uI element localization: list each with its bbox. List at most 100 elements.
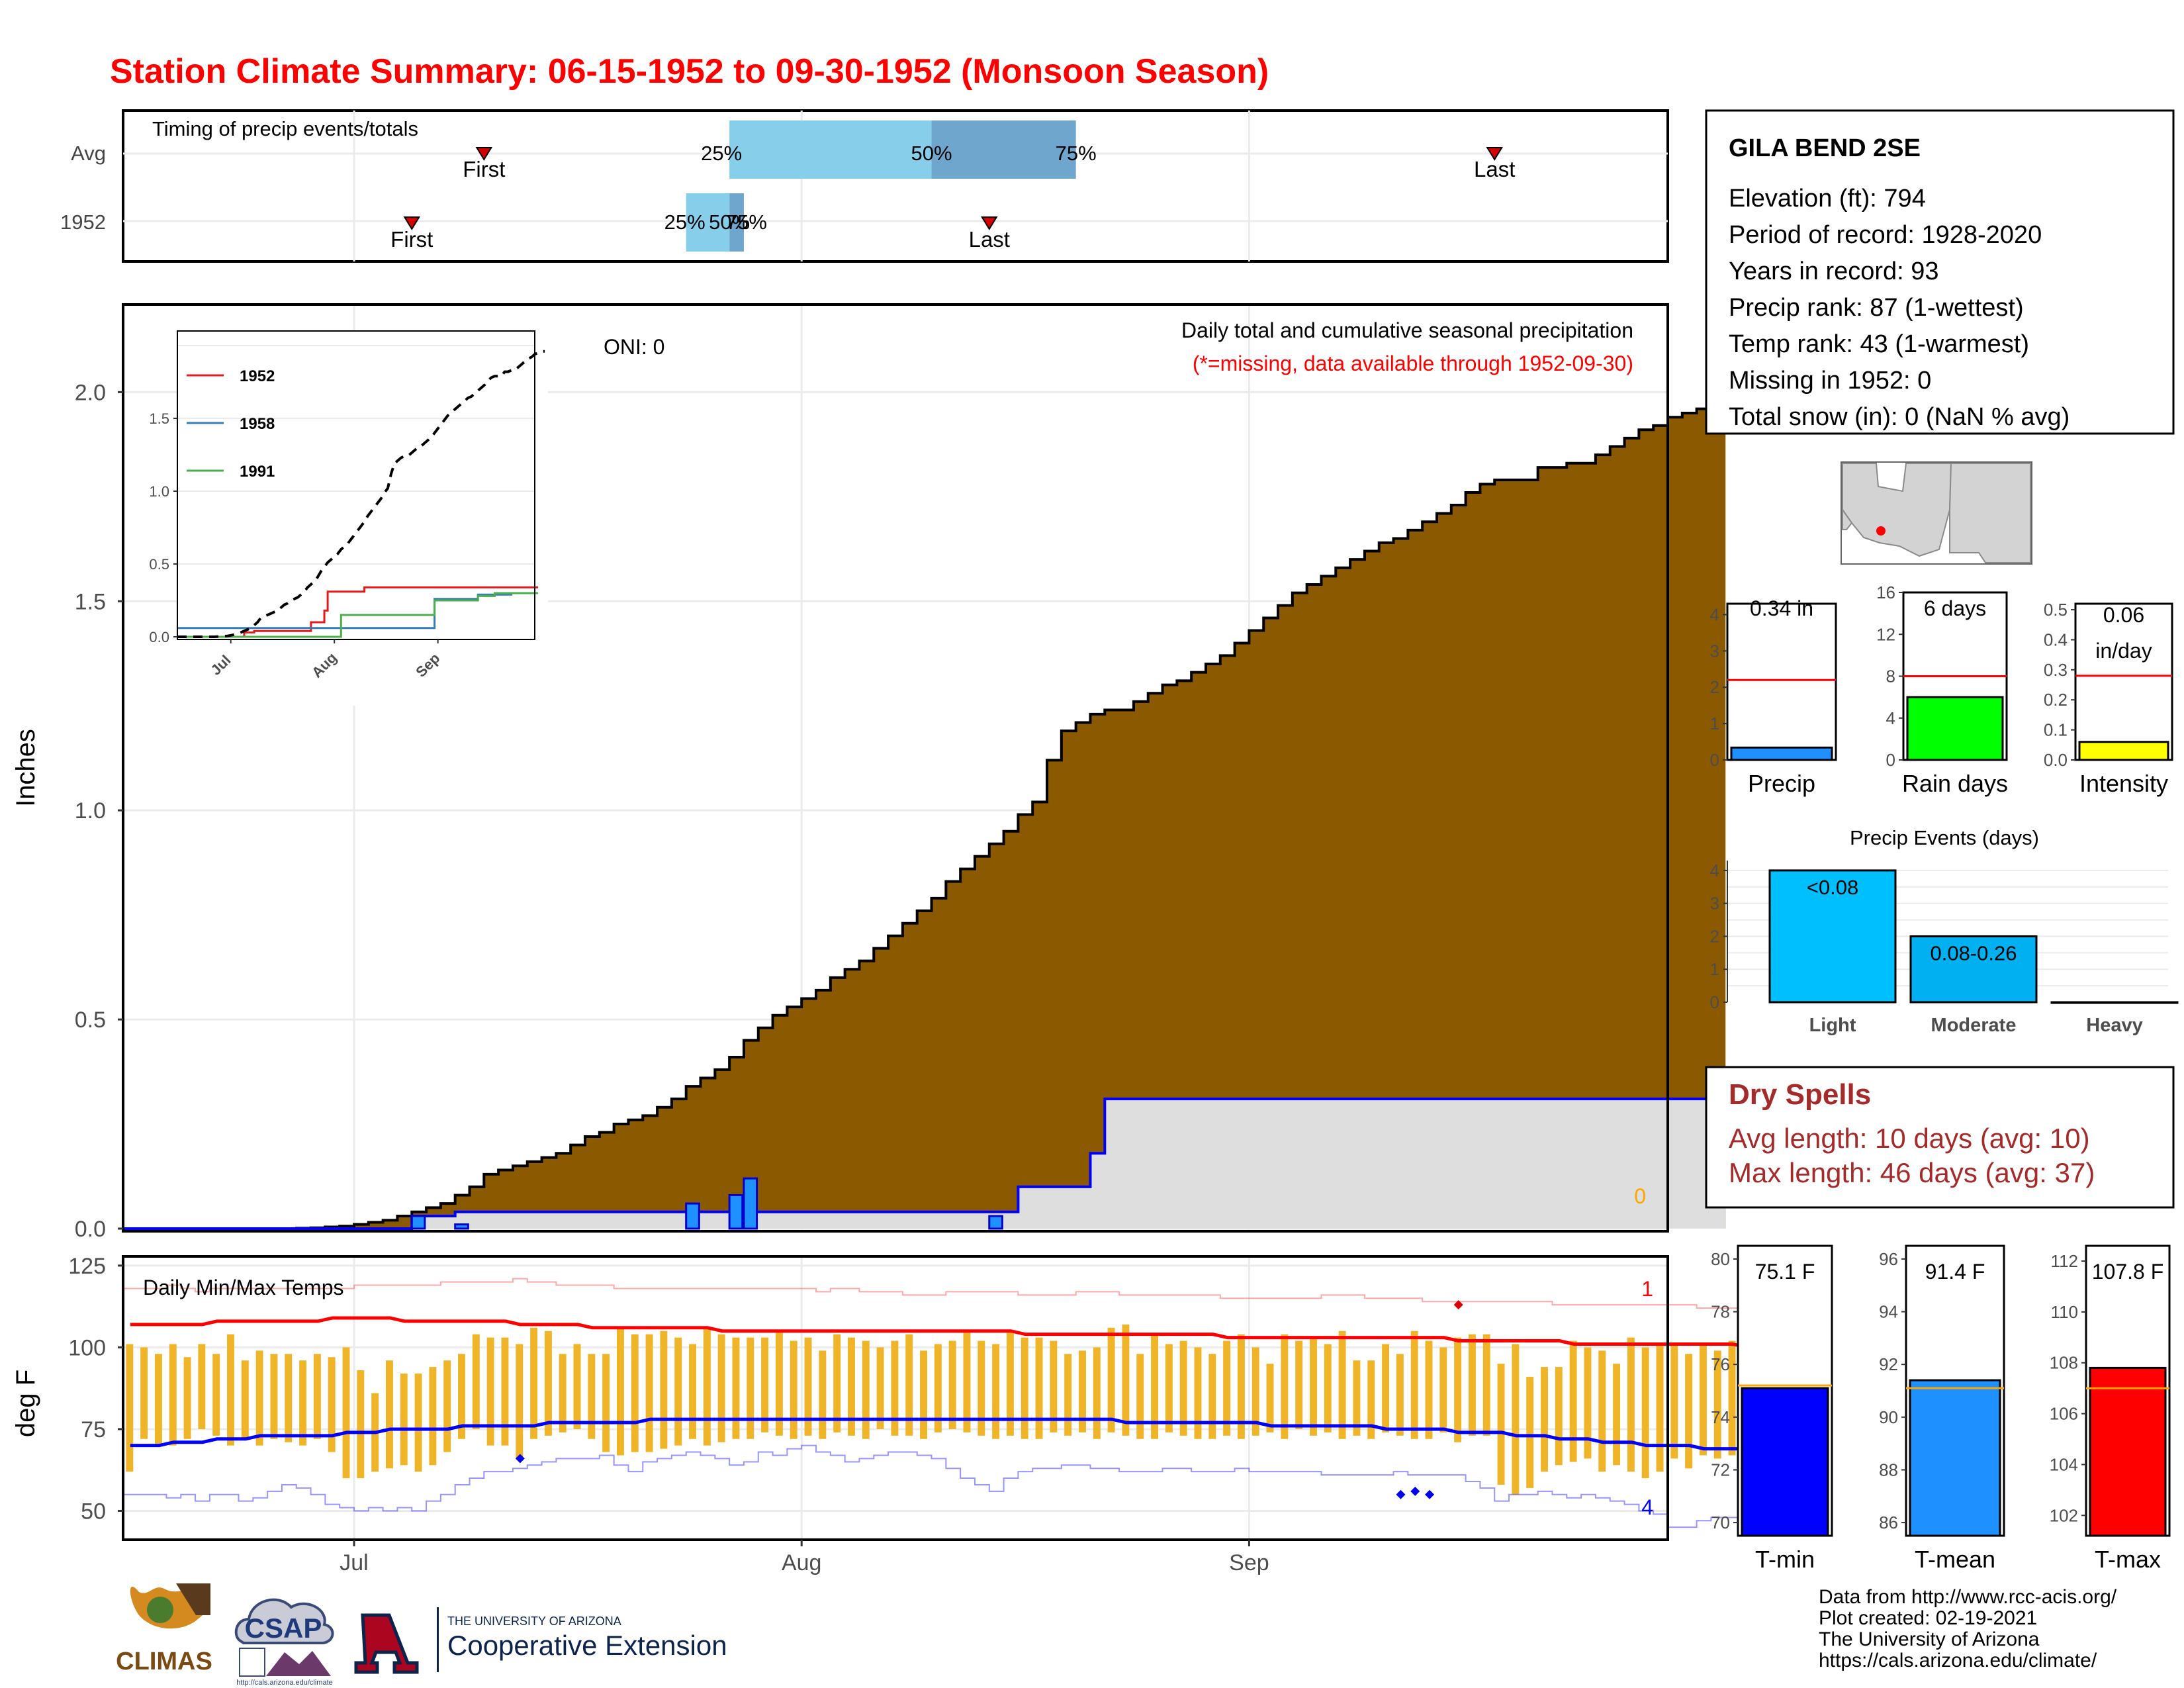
cumulative-1952-area [123, 1086, 1726, 1229]
record-low-line [123, 1444, 1754, 1528]
daily-temp-bar-73 [1179, 1340, 1187, 1436]
timing-title: Timing of precip events/totals [152, 117, 418, 140]
summary-intensity-value-label: 0.06 [2103, 603, 2144, 627]
record-low-marker-1 [1396, 1489, 1406, 1499]
daily-temp-bar-89 [1410, 1331, 1418, 1439]
avg-cumulative-line [123, 407, 1726, 1230]
daily-temp-bar-1 [140, 1347, 148, 1439]
summary-t-mean-bar [1909, 1379, 2001, 1537]
csap-logo-text: CSAP [245, 1613, 322, 1644]
station-years: Years in record: 93 [1729, 258, 1939, 285]
daily-temp-bar-105 [1641, 1347, 1649, 1479]
inset-series-1958 [177, 592, 539, 630]
daily-temp-bar-13 [313, 1354, 321, 1439]
summary-rain-days-ytick-label-3: 12 [1876, 624, 1895, 644]
p50-p75-1952-bar [729, 193, 744, 252]
daily-temp-bar-33 [602, 1354, 610, 1452]
avg-p75-label: 75% [1056, 142, 1097, 165]
summary-precip-frame [1726, 602, 1837, 761]
ua-logo-a [354, 1613, 419, 1674]
daily-temp-bar-91 [1439, 1347, 1447, 1432]
daily-temp-bar-103 [1613, 1364, 1621, 1466]
daily-temp-bar-25 [486, 1337, 494, 1446]
daily-temp-bar-85 [1353, 1360, 1361, 1436]
daily-temp-bar-8 [241, 1360, 249, 1439]
locator-map [1841, 461, 2032, 565]
daily-temp-bar-101 [1584, 1347, 1592, 1459]
daily-temp-bar-19 [400, 1373, 408, 1466]
dry-spells-frame [1705, 1066, 2175, 1209]
daily-temp-bar-6 [212, 1354, 220, 1436]
inset-ytick-label-1: 0.5 [149, 556, 169, 573]
daily-temp-bar-88 [1396, 1354, 1404, 1436]
daily-precip-bar-3 [728, 1194, 744, 1230]
inset-ytick-label-0: 0.0 [149, 629, 169, 645]
daily-temp-bar-49 [833, 1334, 841, 1432]
daily-temp-bar-16 [357, 1370, 365, 1479]
daily-temp-bar-77 [1237, 1334, 1245, 1439]
daily-temp-bar-35 [631, 1334, 639, 1452]
record-high-marker [1453, 1300, 1463, 1310]
avg-cumulative-area [123, 408, 1726, 1229]
summary-t-min-ytick-label-3: 76 [1711, 1354, 1730, 1374]
daily-temp-bar-39 [689, 1344, 696, 1439]
daily-temp-bar-36 [645, 1334, 653, 1452]
daily-temp-bar-59 [978, 1340, 985, 1436]
summary-t-max-ytick-label-2: 106 [2050, 1404, 2078, 1424]
daily-temp-bar-5 [198, 1344, 206, 1429]
daily-temp-bar-51 [862, 1340, 870, 1439]
events-category-moderate: Moderate [1931, 1015, 2017, 1036]
precip-ytick-label-0: 0.0 [75, 1217, 106, 1242]
oni-label: ONI: 0 [604, 335, 664, 359]
daily-temp-bar-3 [169, 1344, 177, 1446]
daily-temp-bar-104 [1627, 1337, 1635, 1472]
daily-precip-bar-2 [685, 1202, 700, 1230]
daily-temp-bar-83 [1324, 1344, 1332, 1432]
daily-temp-bar-18 [385, 1360, 393, 1469]
daily-temp-bar-11 [285, 1354, 293, 1442]
first-1952-marker [403, 216, 421, 230]
daily-temp-bar-94 [1482, 1334, 1490, 1436]
summary-rain-days-ytick-label-1: 4 [1886, 708, 1895, 728]
events-bar-heavy [2050, 1001, 2179, 1004]
daily-temp-bar-76 [1223, 1340, 1231, 1436]
record-low-marker-2 [1410, 1486, 1420, 1496]
daily-temp-bar-12 [299, 1360, 307, 1446]
summary-t-mean-value-label: 91.4 F [1925, 1260, 1985, 1284]
daily-temp-bar-20 [414, 1373, 422, 1472]
daily-temp-bar-80 [1281, 1334, 1289, 1439]
daily-temp-bar-79 [1266, 1364, 1274, 1432]
summary-t-min-bar [1741, 1387, 1829, 1537]
daily-temp-bar-15 [342, 1347, 350, 1479]
summary-intensity-ytick-label-0: 0.0 [2044, 750, 2068, 770]
daily-temp-bar-82 [1310, 1337, 1317, 1436]
avg-first-marker [475, 147, 493, 161]
summary-intensity-category-label: Intensity [2079, 770, 2168, 797]
temp-xtick-label-1: Aug [782, 1550, 822, 1575]
daily-temp-bar-62 [1021, 1337, 1028, 1439]
ua-logo-divider [437, 1607, 439, 1672]
avg-last-marker [1486, 147, 1504, 161]
temp-panel-frame [122, 1255, 1669, 1541]
events-bar-moderate [1909, 935, 2038, 1004]
daily-temp-bar-54 [905, 1334, 913, 1436]
credit-plot-created: Plot created: 02-19-2021 [1819, 1607, 2037, 1629]
summary-t-mean-ytick-label-4: 94 [1879, 1302, 1898, 1322]
events-ytick-label-4: 4 [1710, 861, 1719, 880]
dry-spells-max: Max length: 46 days (avg: 37) [1729, 1157, 2095, 1188]
daily-temp-bar-50 [848, 1337, 855, 1436]
record-high-line [123, 1278, 1754, 1309]
temp-xtick-label-0: Jul [340, 1550, 368, 1575]
summary-intensity-ytick-label-5: 0.5 [2044, 600, 2068, 620]
inset-frame [177, 330, 535, 640]
station-snow: Total snow (in): 0 (NaN % avg) [1729, 403, 2070, 431]
temp-summary-panels: 70 72 74 76 78 80 75.1 F T-min 86 88 90 92 94 96 91.4 … [1711, 1244, 2171, 1573]
record-low-count: 4 [1641, 1495, 1653, 1519]
csap-logo: CSAP http://cals.arizona.edu/climate [234, 1598, 334, 1687]
credit-data-source: Data from http://www.rcc-acis.org/ [1819, 1586, 2117, 1608]
record-low-marker-3 [1425, 1489, 1435, 1499]
summary-t-max-ytick-label-0: 102 [2050, 1505, 2078, 1525]
precip-y-axis-label: Inches [11, 729, 40, 807]
daily-temp-bar-34 [617, 1327, 624, 1456]
avg-p25-p50-bar [729, 120, 932, 179]
